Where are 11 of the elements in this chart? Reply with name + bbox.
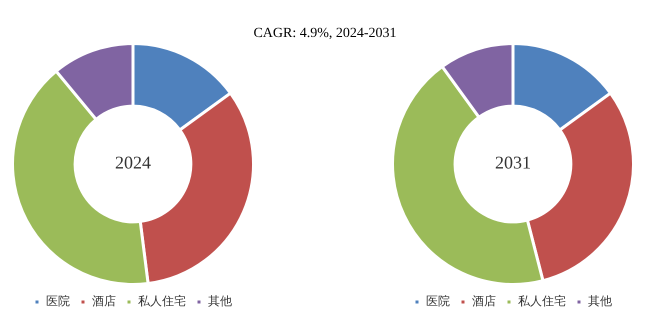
text: CAGR: 4.9%, 2024-2031 bbox=[252, 26, 398, 42]
legend-label: 酒店 bbox=[472, 294, 496, 308]
legend-label: 医院 bbox=[46, 294, 70, 308]
legend-label: 私人住宅 bbox=[518, 294, 566, 308]
text: 2024 bbox=[115, 152, 151, 173]
legend-label: 酒店 bbox=[92, 294, 116, 308]
legend-label: 私人住宅 bbox=[138, 294, 186, 308]
legend-label: 医院 bbox=[426, 294, 450, 308]
text: 2031 bbox=[495, 152, 531, 173]
legend-label: 其他 bbox=[588, 294, 612, 308]
legend-label: 其他 bbox=[208, 294, 232, 308]
